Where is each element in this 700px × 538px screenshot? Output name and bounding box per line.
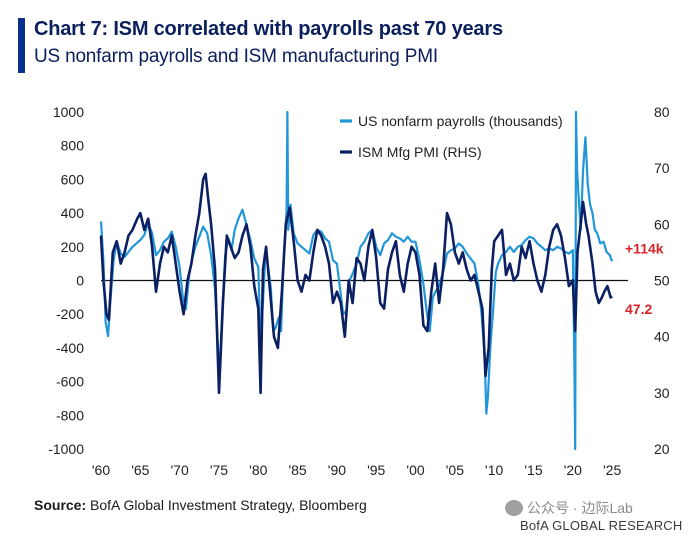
x-tick-label: '00	[406, 462, 424, 478]
x-tick-label: '75	[210, 462, 228, 478]
end-value-annotation: 47.2	[625, 301, 652, 317]
y-right-tick-label: 60	[654, 216, 670, 232]
axes-group: 1000 800 600 400 200 0 -200 -400 -600 -800 -1000 80…	[48, 104, 670, 478]
source-note: Source: BofA Global Investment Strategy,…	[34, 497, 367, 513]
annotations-group: +114k 47.2	[625, 240, 664, 317]
brand-footer: BofA GLOBAL RESEARCH	[520, 518, 683, 533]
y-right-tick-label: 80	[654, 104, 670, 120]
y-left-tick-label: -600	[56, 374, 84, 390]
watermark-text: 公众号 · 边际Lab	[527, 500, 633, 516]
x-tick-label: '95	[367, 462, 385, 478]
legend: US nonfarm payrolls (thousands) ISM Mfg P…	[340, 113, 563, 160]
y-left-tick-label: 1000	[53, 104, 84, 120]
chart-title: Chart 7: ISM correlated with payrolls pa…	[34, 18, 503, 40]
x-tick-label: '15	[524, 462, 542, 478]
x-tick-label: '10	[485, 462, 503, 478]
title-accent-bar	[18, 18, 25, 73]
x-tick-label: '20	[564, 462, 582, 478]
x-tick-label: '65	[131, 462, 149, 478]
legend-label: ISM Mfg PMI (RHS)	[358, 144, 482, 160]
y-right-tick-label: 30	[654, 385, 670, 401]
source-text: BofA Global Investment Strategy, Bloombe…	[86, 497, 367, 513]
x-tick-label: '85	[288, 462, 306, 478]
y-right-tick-label: 70	[654, 160, 670, 176]
chart-subtitle: US nonfarm payrolls and ISM manufacturin…	[34, 46, 438, 67]
y-left-tick-label: -1000	[48, 441, 84, 457]
x-tick-label: '05	[446, 462, 464, 478]
y-right-tick-label: 40	[654, 329, 670, 345]
source-label: Source:	[34, 497, 87, 513]
y-left-tick-label: 0	[76, 273, 84, 289]
y-left-tick-label: 400	[61, 205, 85, 221]
y-left-tick-label: -200	[56, 306, 84, 322]
ism-series-line	[99, 172, 613, 395]
x-tick-label: '90	[328, 462, 346, 478]
y-left-tick-label: -800	[56, 407, 84, 423]
end-value-annotation: +114k	[625, 240, 664, 256]
y-right-tick-label: 50	[654, 273, 670, 289]
y-left-tick-label: 600	[61, 171, 85, 187]
x-tick-label: '25	[603, 462, 621, 478]
x-tick-label: '60	[92, 462, 110, 478]
series-group	[99, 110, 614, 451]
x-tick-label: '80	[249, 462, 267, 478]
y-left-tick-label: 800	[61, 138, 85, 154]
y-left-tick-label: 200	[61, 239, 85, 255]
wechat-icon	[505, 500, 523, 516]
y-right-tick-label: 20	[654, 441, 670, 457]
y-left-tick-label: -400	[56, 340, 84, 356]
watermark: 公众号 · 边际Lab	[505, 498, 633, 518]
legend-label: US nonfarm payrolls (thousands)	[358, 113, 563, 129]
x-tick-label: '70	[171, 462, 189, 478]
